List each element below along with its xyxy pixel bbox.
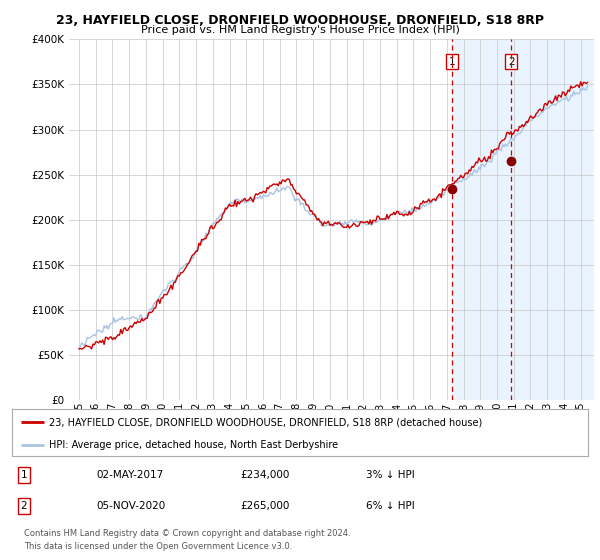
Text: 1: 1 [449, 57, 455, 67]
Text: Contains HM Land Registry data © Crown copyright and database right 2024.: Contains HM Land Registry data © Crown c… [24, 529, 350, 538]
Text: £234,000: £234,000 [240, 470, 289, 480]
Text: HPI: Average price, detached house, North East Derbyshire: HPI: Average price, detached house, Nort… [49, 440, 338, 450]
Text: 2: 2 [20, 501, 28, 511]
Text: 23, HAYFIELD CLOSE, DRONFIELD WOODHOUSE, DRONFIELD, S18 8RP: 23, HAYFIELD CLOSE, DRONFIELD WOODHOUSE,… [56, 14, 544, 27]
Text: 6% ↓ HPI: 6% ↓ HPI [366, 501, 415, 511]
Text: 3% ↓ HPI: 3% ↓ HPI [366, 470, 415, 480]
Text: Price paid vs. HM Land Registry's House Price Index (HPI): Price paid vs. HM Land Registry's House … [140, 25, 460, 35]
Text: £265,000: £265,000 [240, 501, 289, 511]
Text: 23, HAYFIELD CLOSE, DRONFIELD WOODHOUSE, DRONFIELD, S18 8RP (detached house): 23, HAYFIELD CLOSE, DRONFIELD WOODHOUSE,… [49, 417, 482, 427]
Text: 1: 1 [20, 470, 28, 480]
Bar [452, 39, 596, 400]
Text: This data is licensed under the Open Government Licence v3.0.: This data is licensed under the Open Gov… [24, 542, 292, 550]
Text: 05-NOV-2020: 05-NOV-2020 [96, 501, 165, 511]
Text: 2: 2 [508, 57, 514, 67]
Text: 02-MAY-2017: 02-MAY-2017 [96, 470, 163, 480]
